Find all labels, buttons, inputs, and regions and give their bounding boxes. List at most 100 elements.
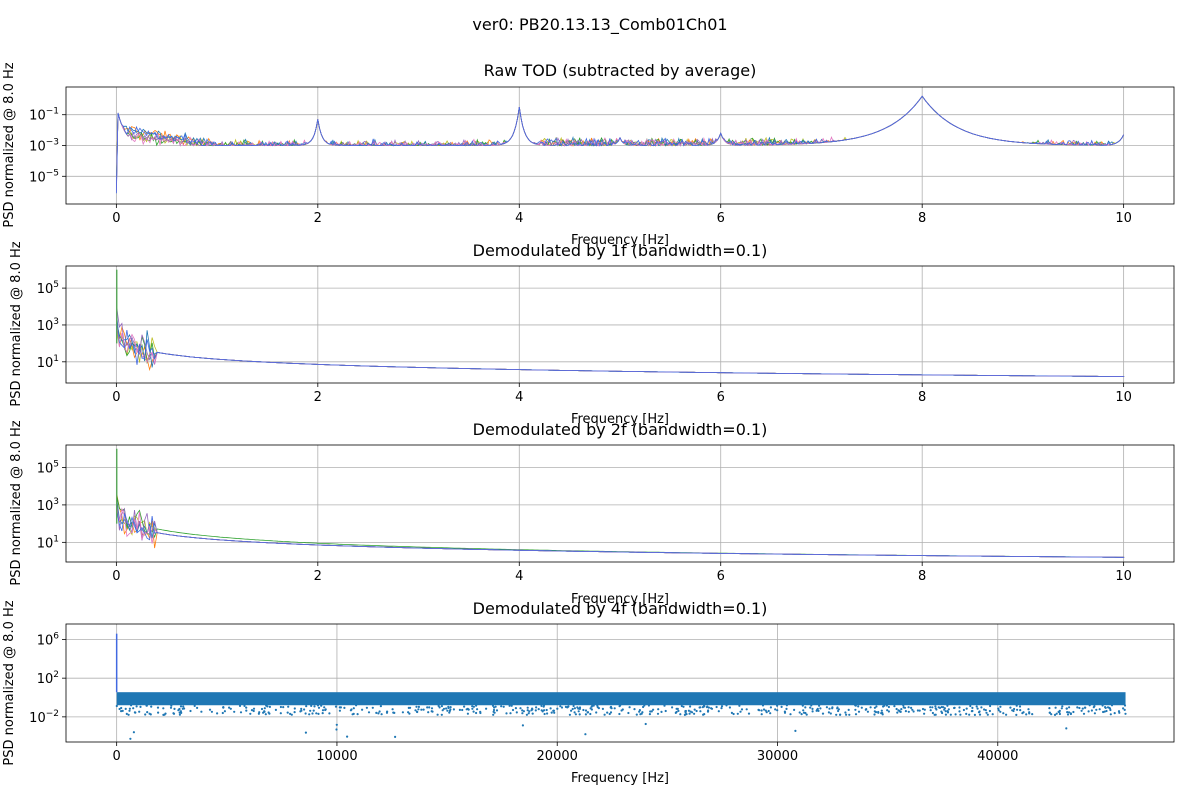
scatter-point (492, 708, 496, 712)
scatter-point (881, 711, 884, 715)
scatter-point (769, 712, 772, 715)
scatter-point (1078, 706, 1081, 710)
scatter-point (245, 709, 248, 712)
x-tick-label: 10 (1115, 390, 1132, 405)
scatter-point (356, 713, 359, 716)
scatter-point (1048, 707, 1051, 710)
scatter-point (675, 710, 678, 714)
scatter-point (895, 707, 898, 711)
scatter-point (1124, 712, 1127, 715)
scatter-point (811, 710, 814, 713)
y-axis-label: PSD normalized @ 8.0 Hz (9, 420, 24, 585)
scatter-point (1005, 713, 1008, 716)
series-line (116, 316, 1125, 377)
scatter-point (448, 709, 451, 713)
scatter-point (1088, 704, 1091, 707)
scatter-point (946, 704, 949, 707)
scatter-point (414, 709, 417, 712)
scatter-point (873, 710, 876, 713)
scatter-point (793, 708, 796, 712)
scatter-point (1009, 706, 1012, 709)
scatter-point (1015, 713, 1018, 717)
series-line (116, 95, 1124, 192)
scatter-point (335, 723, 338, 726)
scatter-point (860, 706, 863, 709)
scatter-point (1022, 711, 1025, 714)
scatter-point (902, 704, 905, 707)
scatter-point (1050, 713, 1053, 716)
scatter-point (976, 707, 979, 710)
scatter-point (710, 707, 714, 710)
x-tick-label: 8 (918, 569, 926, 584)
scatter-point (844, 711, 847, 714)
scatter-point (1090, 709, 1093, 712)
scatter-point (118, 707, 121, 711)
scatter-point (150, 705, 153, 708)
scatter-point (422, 708, 425, 711)
scatter-point (603, 713, 606, 716)
scatter-point (900, 708, 903, 711)
scatter-point (1013, 707, 1016, 711)
scatter-point (299, 710, 302, 713)
scatter-point (677, 709, 680, 713)
x-axis-label: Frequency [Hz] (571, 233, 669, 248)
scatter-point (609, 711, 613, 714)
scatter-point (965, 707, 968, 710)
scatter-point (500, 705, 503, 708)
scatter-point (317, 706, 321, 709)
scatter-point (1012, 709, 1015, 713)
scatter-point (989, 704, 992, 708)
scatter-point (977, 711, 981, 714)
scatter-point (962, 708, 966, 712)
y-tick-label: 105 (37, 459, 59, 476)
scatter-point (511, 708, 515, 712)
scatter-point (1123, 708, 1126, 712)
y-tick-label: 10−1 (29, 107, 59, 124)
panel-title: Raw TOD (subtracted by average) (484, 61, 757, 80)
scatter-point (1104, 706, 1107, 710)
scatter-point (182, 705, 185, 708)
scatter-point (300, 707, 303, 711)
y-tick-label: 10−3 (29, 138, 59, 155)
scatter-point (448, 711, 451, 714)
scatter-point (640, 712, 643, 715)
series-group (115, 633, 1127, 740)
scatter-point (320, 704, 323, 707)
scatter-point (208, 708, 212, 711)
scatter-point (706, 710, 710, 713)
scatter-point (287, 705, 290, 708)
scatter-point (521, 709, 524, 712)
scatter-point (436, 713, 439, 716)
scatter-point (508, 704, 511, 707)
scatter-point (132, 731, 135, 734)
scatter-point (263, 710, 266, 713)
scatter-point (1110, 704, 1114, 707)
scatter-point (531, 712, 534, 715)
scatter-point (1081, 707, 1084, 710)
scatter-point (305, 705, 308, 708)
y-tick-label: 102 (37, 670, 59, 687)
scatter-point (958, 706, 961, 709)
scatter-point (216, 712, 219, 715)
scatter-point (316, 704, 320, 707)
scatter-point (1054, 706, 1057, 709)
scatter-point (252, 707, 256, 710)
scatter-point (492, 713, 495, 716)
scatter-point (323, 706, 326, 709)
scatter-point (1069, 712, 1072, 715)
scatter-point (268, 712, 271, 715)
scatter-point (321, 709, 325, 712)
scatter-point (765, 711, 768, 714)
x-tick-label: 40000 (977, 749, 1018, 764)
scatter-point (380, 713, 383, 716)
scatter-point (988, 709, 992, 713)
plot-area: 0 2 4 6 8 10 101 103 105 (37, 444, 1175, 584)
scatter-point (764, 709, 767, 712)
scatter-point (821, 712, 825, 715)
scatter-point (758, 709, 761, 712)
scatter-point (618, 705, 621, 708)
scatter-point (173, 707, 176, 711)
scatter-point (845, 713, 848, 716)
scatter-point (671, 706, 674, 709)
scatter-point (445, 707, 448, 710)
